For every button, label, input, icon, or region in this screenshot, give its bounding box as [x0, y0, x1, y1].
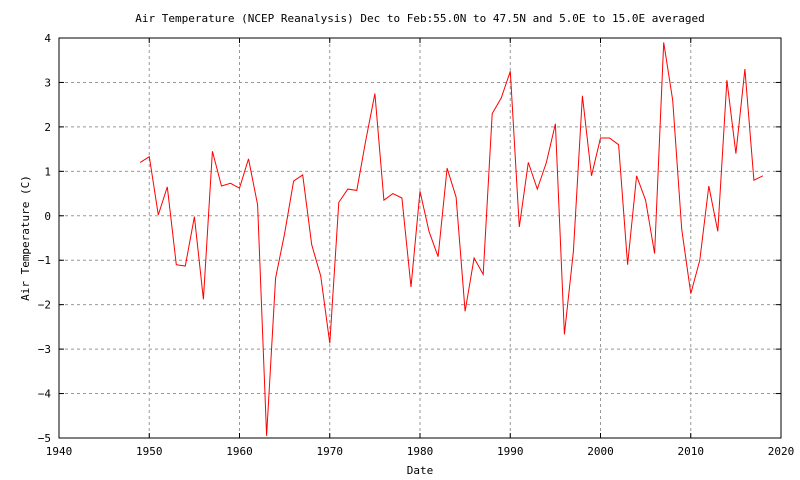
- axis-ticks: 1940 1950 1960 1970 1980 1990 2000 2010 2020 4 3 2 1…: [38, 32, 795, 458]
- chart-title: Air Temperature (NCEP Reanalysis) Dec to…: [135, 12, 705, 25]
- grid: [59, 38, 781, 438]
- y-tick-label: −5: [38, 432, 51, 445]
- series-line: [139, 42, 764, 436]
- x-tick-label: 1940: [46, 445, 73, 458]
- y-tick-label: 0: [44, 210, 51, 223]
- y-tick-label: 2: [44, 121, 51, 134]
- y-tick-label: 3: [44, 76, 51, 89]
- y-axis-label: Air Temperature (C): [19, 175, 32, 301]
- x-tick-label: 1990: [497, 445, 524, 458]
- series-layer: [139, 42, 764, 436]
- y-tick-label: −3: [38, 343, 51, 356]
- y-tick-label: 4: [44, 32, 51, 45]
- x-tick-label: 1950: [136, 445, 163, 458]
- x-tick-label: 1980: [407, 445, 434, 458]
- y-tick-label: −1: [38, 254, 51, 267]
- plot-frame: [58, 37, 782, 439]
- y-tick-label: 1: [44, 165, 51, 178]
- x-tick-label: 1970: [317, 445, 344, 458]
- x-axis-label: Date: [407, 464, 434, 477]
- y-tick-label: −2: [38, 299, 51, 312]
- y-tick-label: −4: [38, 388, 52, 401]
- x-tick-label: 2020: [768, 445, 795, 458]
- x-tick-label: 2000: [587, 445, 614, 458]
- x-tick-label: 2010: [678, 445, 705, 458]
- x-tick-label: 1960: [226, 445, 253, 458]
